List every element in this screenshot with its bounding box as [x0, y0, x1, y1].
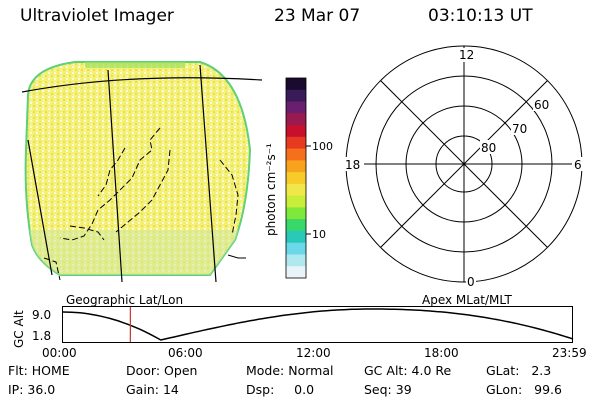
- colorbar-tick-100: 100: [312, 140, 333, 153]
- alt-xtick-1: 06:00: [168, 346, 203, 360]
- colorbar-swatch: [286, 207, 306, 220]
- alt-ytick-9: 9.0: [32, 308, 52, 322]
- mlt-18-label: 18: [345, 158, 360, 172]
- alt-xtick-3: 18:00: [424, 346, 459, 360]
- colorbar-swatch: [286, 136, 306, 150]
- alt-curve: [62, 308, 574, 341]
- colorbar-swatch: [286, 266, 306, 279]
- colorbar-swatch: [286, 101, 306, 114]
- earth-disk: [24, 61, 252, 276]
- colorbar-swatch: [286, 183, 306, 197]
- alt-xtick-0: 00:00: [42, 346, 77, 360]
- colorbar-tick-10: 10: [312, 228, 326, 241]
- mlt-12-label: 12: [459, 48, 474, 62]
- status-seq: Seq: 39: [364, 382, 412, 397]
- colorbar-swatch: [286, 125, 306, 138]
- coastlines: [43, 127, 239, 281]
- imager-title: Ultraviolet Imager: [20, 6, 174, 26]
- lat-70-label: 70: [512, 122, 527, 136]
- colorbar-swatch: [286, 242, 306, 255]
- mlt-06-label: 6: [574, 158, 582, 172]
- auroral-image: [21, 61, 263, 283]
- date-label: 23 Mar 07: [274, 6, 361, 26]
- colorbar: 100 10: [285, 77, 333, 279]
- colorbar-swatch: [286, 113, 306, 126]
- colorbar-swatch: [286, 195, 306, 208]
- colorbar-swatch: [286, 160, 306, 173]
- colorbar-swatch: [286, 78, 306, 91]
- colorbar-swatch: [286, 254, 306, 267]
- colorbar-swatch: [286, 89, 306, 103]
- lat-80-label: 80: [481, 141, 496, 155]
- polar-plot: 12 18 6 0 60 70 80: [344, 45, 584, 289]
- colorbar-swatch: [286, 230, 306, 244]
- alt-plot: [62, 306, 574, 343]
- apex-label: Apex MLat/MLT: [422, 293, 512, 307]
- colorbar-swatch: [286, 172, 306, 185]
- status-glat: GLat: 2.3: [486, 363, 552, 378]
- status-flt: Flt: HOME: [8, 363, 70, 378]
- geo-label: Geographic Lat/Lon: [66, 293, 184, 307]
- geo-grid: [21, 64, 263, 283]
- status-mode: Mode: Normal: [246, 363, 334, 378]
- mlt-00-label: 0: [467, 275, 475, 289]
- status-ip: IP: 36.0: [8, 382, 56, 397]
- colorbar-swatch: [286, 219, 306, 232]
- alt-xtick-4: 23:59: [552, 346, 587, 360]
- alt-ylabel: GC Alt: [12, 310, 26, 348]
- status-gcalt: GC Alt: 4.0 Re: [364, 363, 452, 378]
- status-dsp: Dsp: 0.0: [246, 382, 315, 397]
- status-door: Door: Open: [126, 363, 198, 378]
- alt-ytick-1.8: 1.8: [32, 329, 52, 343]
- alt-xtick-2: 12:00: [296, 346, 331, 360]
- lat-60-label: 60: [534, 98, 549, 112]
- status-gain: Gain: 14: [126, 382, 179, 397]
- colorbar-unit: photon cm⁻²s⁻¹: [264, 143, 278, 236]
- time-label: 03:10:13 UT: [428, 6, 533, 26]
- status-glon: GLon: 99.6: [486, 382, 562, 397]
- colorbar-swatch: [286, 148, 306, 161]
